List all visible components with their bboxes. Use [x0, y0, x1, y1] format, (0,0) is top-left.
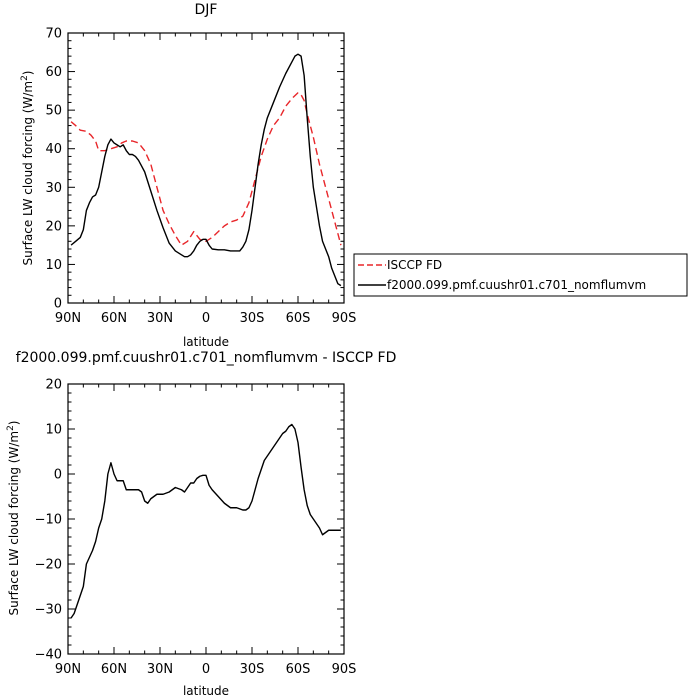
top-x-tick-label: 90N [55, 311, 81, 326]
bottom-y-tick-label: −40 [35, 648, 62, 663]
top-y-tick-label: 60 [45, 65, 62, 80]
top-chart-title: DJF [195, 2, 218, 18]
bottom-x-tick-label: 90N [55, 662, 81, 677]
top-y-tick-label: 50 [45, 104, 62, 119]
bottom-y-axis-label: Surface LW cloud forcing (W/m2) [6, 420, 21, 615]
top-y-tick-label: 30 [45, 181, 62, 196]
top-series-line-isccp-fd [70, 92, 342, 246]
top-series-group [70, 53, 342, 287]
bottom-y-tick-label: 0 [54, 468, 62, 483]
bottom-x-tick-label: 90S [332, 662, 357, 677]
top-y-tick-label: 0 [54, 297, 62, 312]
bottom-x-tick-label: 60N [101, 662, 127, 677]
bottom-x-tick-label: 60S [286, 662, 311, 677]
bottom-chart-title: f2000.099.pmf.cuushr01.c701_nomflumvm - … [16, 350, 397, 366]
top-axes: 90N 60N 30N 0 30S 60S 90S 0 10 20 30 40 50 60 70 [45, 27, 356, 327]
top-y-tick-label: 70 [45, 27, 62, 42]
top-y-tick-label: 10 [45, 258, 62, 273]
bottom-x-tick-label: 30N [147, 662, 173, 677]
bottom-y-tick-label: −30 [35, 603, 62, 618]
top-series-line-f2000-099-pmf-cuushr01-c701-nomflumvm [70, 53, 342, 287]
bottom-x-tick-label: 30S [240, 662, 265, 677]
top-x-tick-label: 30N [147, 311, 173, 326]
top-x-tick-label: 60N [101, 311, 127, 326]
legend: ISCCP FD f2000.099.pmf.cuushr01.c701_nom… [353, 253, 688, 297]
legend-label-model: f2000.099.pmf.cuushr01.c701_nomflumvm [387, 278, 646, 292]
top-x-tick-label: 60S [286, 311, 311, 326]
bottom-y-tick-label: −10 [35, 513, 62, 528]
top-y-tick-label: 40 [45, 142, 62, 157]
top-x-tick-label: 90S [332, 311, 357, 326]
top-y-axis-label: Surface LW cloud forcing (W/m2) [20, 70, 35, 265]
bottom-x-axis-label: latitude [183, 684, 229, 698]
bottom-series-group [70, 423, 341, 619]
bottom-panel: f2000.099.pmf.cuushr01.c701_nomflumvm - … [6, 350, 396, 698]
bottom-y-tick-label: 20 [45, 378, 62, 393]
top-panel: DJF Surface LW cloud forcing (W/m2) lati… [20, 2, 688, 349]
bottom-axes: 90N 60N 30N 0 30S 60S 90S −40 −30 −20 −10 0 10 20 [35, 378, 357, 678]
legend-label-isccp: ISCCP FD [387, 258, 442, 272]
bottom-plot-frame [67, 383, 345, 655]
bottom-y-tick-label: 10 [45, 423, 62, 438]
top-x-axis-label: latitude [183, 335, 229, 349]
top-x-tick-label: 0 [202, 311, 210, 326]
legend-box [353, 253, 688, 297]
top-x-tick-label: 30S [240, 311, 265, 326]
top-y-tick-label: 20 [45, 219, 62, 234]
top-plot-frame [67, 32, 345, 304]
bottom-series-line-difference [70, 423, 341, 619]
bottom-y-tick-label: −20 [35, 558, 62, 573]
bottom-x-tick-label: 0 [202, 662, 210, 677]
